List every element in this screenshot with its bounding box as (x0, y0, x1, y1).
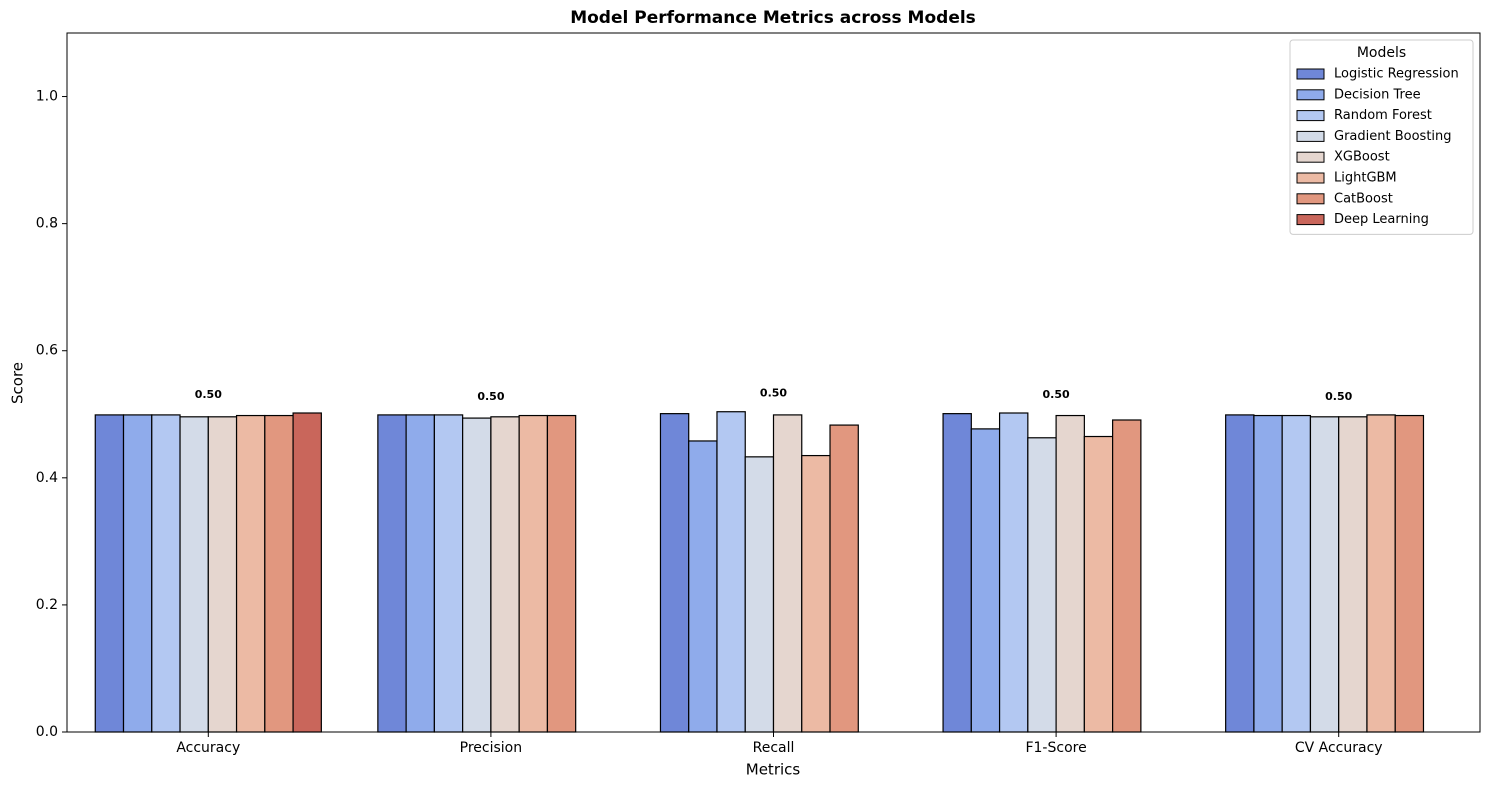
y-tick-label: 0.6 (36, 343, 58, 359)
legend-swatch (1296, 130, 1325, 142)
bar (490, 416, 520, 733)
legend-box (1289, 39, 1474, 235)
x-tick-label: CV Accuracy (1295, 740, 1383, 756)
bar (1281, 414, 1312, 733)
bar (744, 456, 775, 733)
legend-label: Decision Tree (1334, 87, 1421, 102)
y-axis-label: Score (9, 362, 27, 404)
y-tick-label: 1.0 (36, 89, 58, 105)
bar (970, 428, 1001, 733)
x-tick-label: Precision (460, 740, 522, 756)
bar (377, 414, 407, 733)
bar (151, 414, 181, 733)
bar (462, 417, 492, 733)
bar (433, 414, 464, 733)
bar (998, 412, 1029, 733)
legend-swatch (1296, 89, 1325, 101)
y-tick-label: 0.8 (36, 216, 58, 232)
legend-label: XGBoost (1334, 150, 1390, 165)
legend-label: CatBoost (1334, 191, 1393, 206)
chart-title: Model Performance Metrics across Models (570, 8, 976, 28)
bar (94, 414, 125, 733)
group-label: 0.50 (195, 388, 222, 401)
bar (518, 414, 549, 733)
legend-swatch (1296, 68, 1325, 80)
legend-label: Logistic Regression (1334, 67, 1459, 82)
x-tick-label: F1-Score (1025, 740, 1086, 756)
bar (772, 414, 803, 733)
bar (716, 411, 746, 733)
group-label: 0.50 (477, 390, 504, 403)
legend-label: Random Forest (1334, 108, 1432, 123)
legend-title: Models (1357, 45, 1406, 61)
legend-label: Gradient Boosting (1334, 129, 1452, 144)
bar (207, 416, 238, 733)
y-tick-label: 0.4 (36, 470, 58, 486)
y-tick-label: 0.0 (36, 724, 58, 740)
group-label: 0.50 (1325, 390, 1352, 403)
bar (122, 414, 153, 733)
bar (179, 416, 209, 733)
bar (801, 454, 831, 733)
plot-frame (66, 32, 1481, 733)
bar (1366, 414, 1396, 733)
bar (829, 424, 859, 733)
legend-swatch (1296, 151, 1325, 163)
bar (405, 414, 435, 733)
bar (1309, 416, 1340, 733)
legend-swatch (1296, 110, 1325, 122)
bar (1083, 435, 1114, 733)
bar (1253, 414, 1283, 733)
bar (1112, 419, 1142, 733)
x-axis-label: Metrics (746, 761, 801, 779)
group-label: 0.50 (760, 387, 787, 400)
x-tick-label: Accuracy (176, 740, 240, 756)
bar (942, 413, 972, 733)
y-tick-label: 0.2 (36, 597, 58, 613)
bar (1055, 414, 1085, 733)
x-tick-label: Recall (753, 740, 795, 756)
bar (546, 414, 577, 733)
bar (659, 413, 690, 733)
bar (1338, 416, 1368, 733)
legend-swatch (1296, 172, 1325, 184)
legend-label: Deep Learning (1334, 212, 1429, 227)
bar (1225, 414, 1255, 733)
legend-label: LightGBM (1334, 171, 1397, 186)
legend-swatch (1296, 193, 1325, 205)
bar (1027, 437, 1057, 733)
bar (292, 412, 322, 733)
group-label: 0.50 (1043, 388, 1070, 401)
bar (235, 414, 266, 733)
legend-swatch (1296, 214, 1325, 226)
bar (1394, 414, 1425, 733)
bar (264, 414, 294, 733)
bar (688, 440, 718, 733)
